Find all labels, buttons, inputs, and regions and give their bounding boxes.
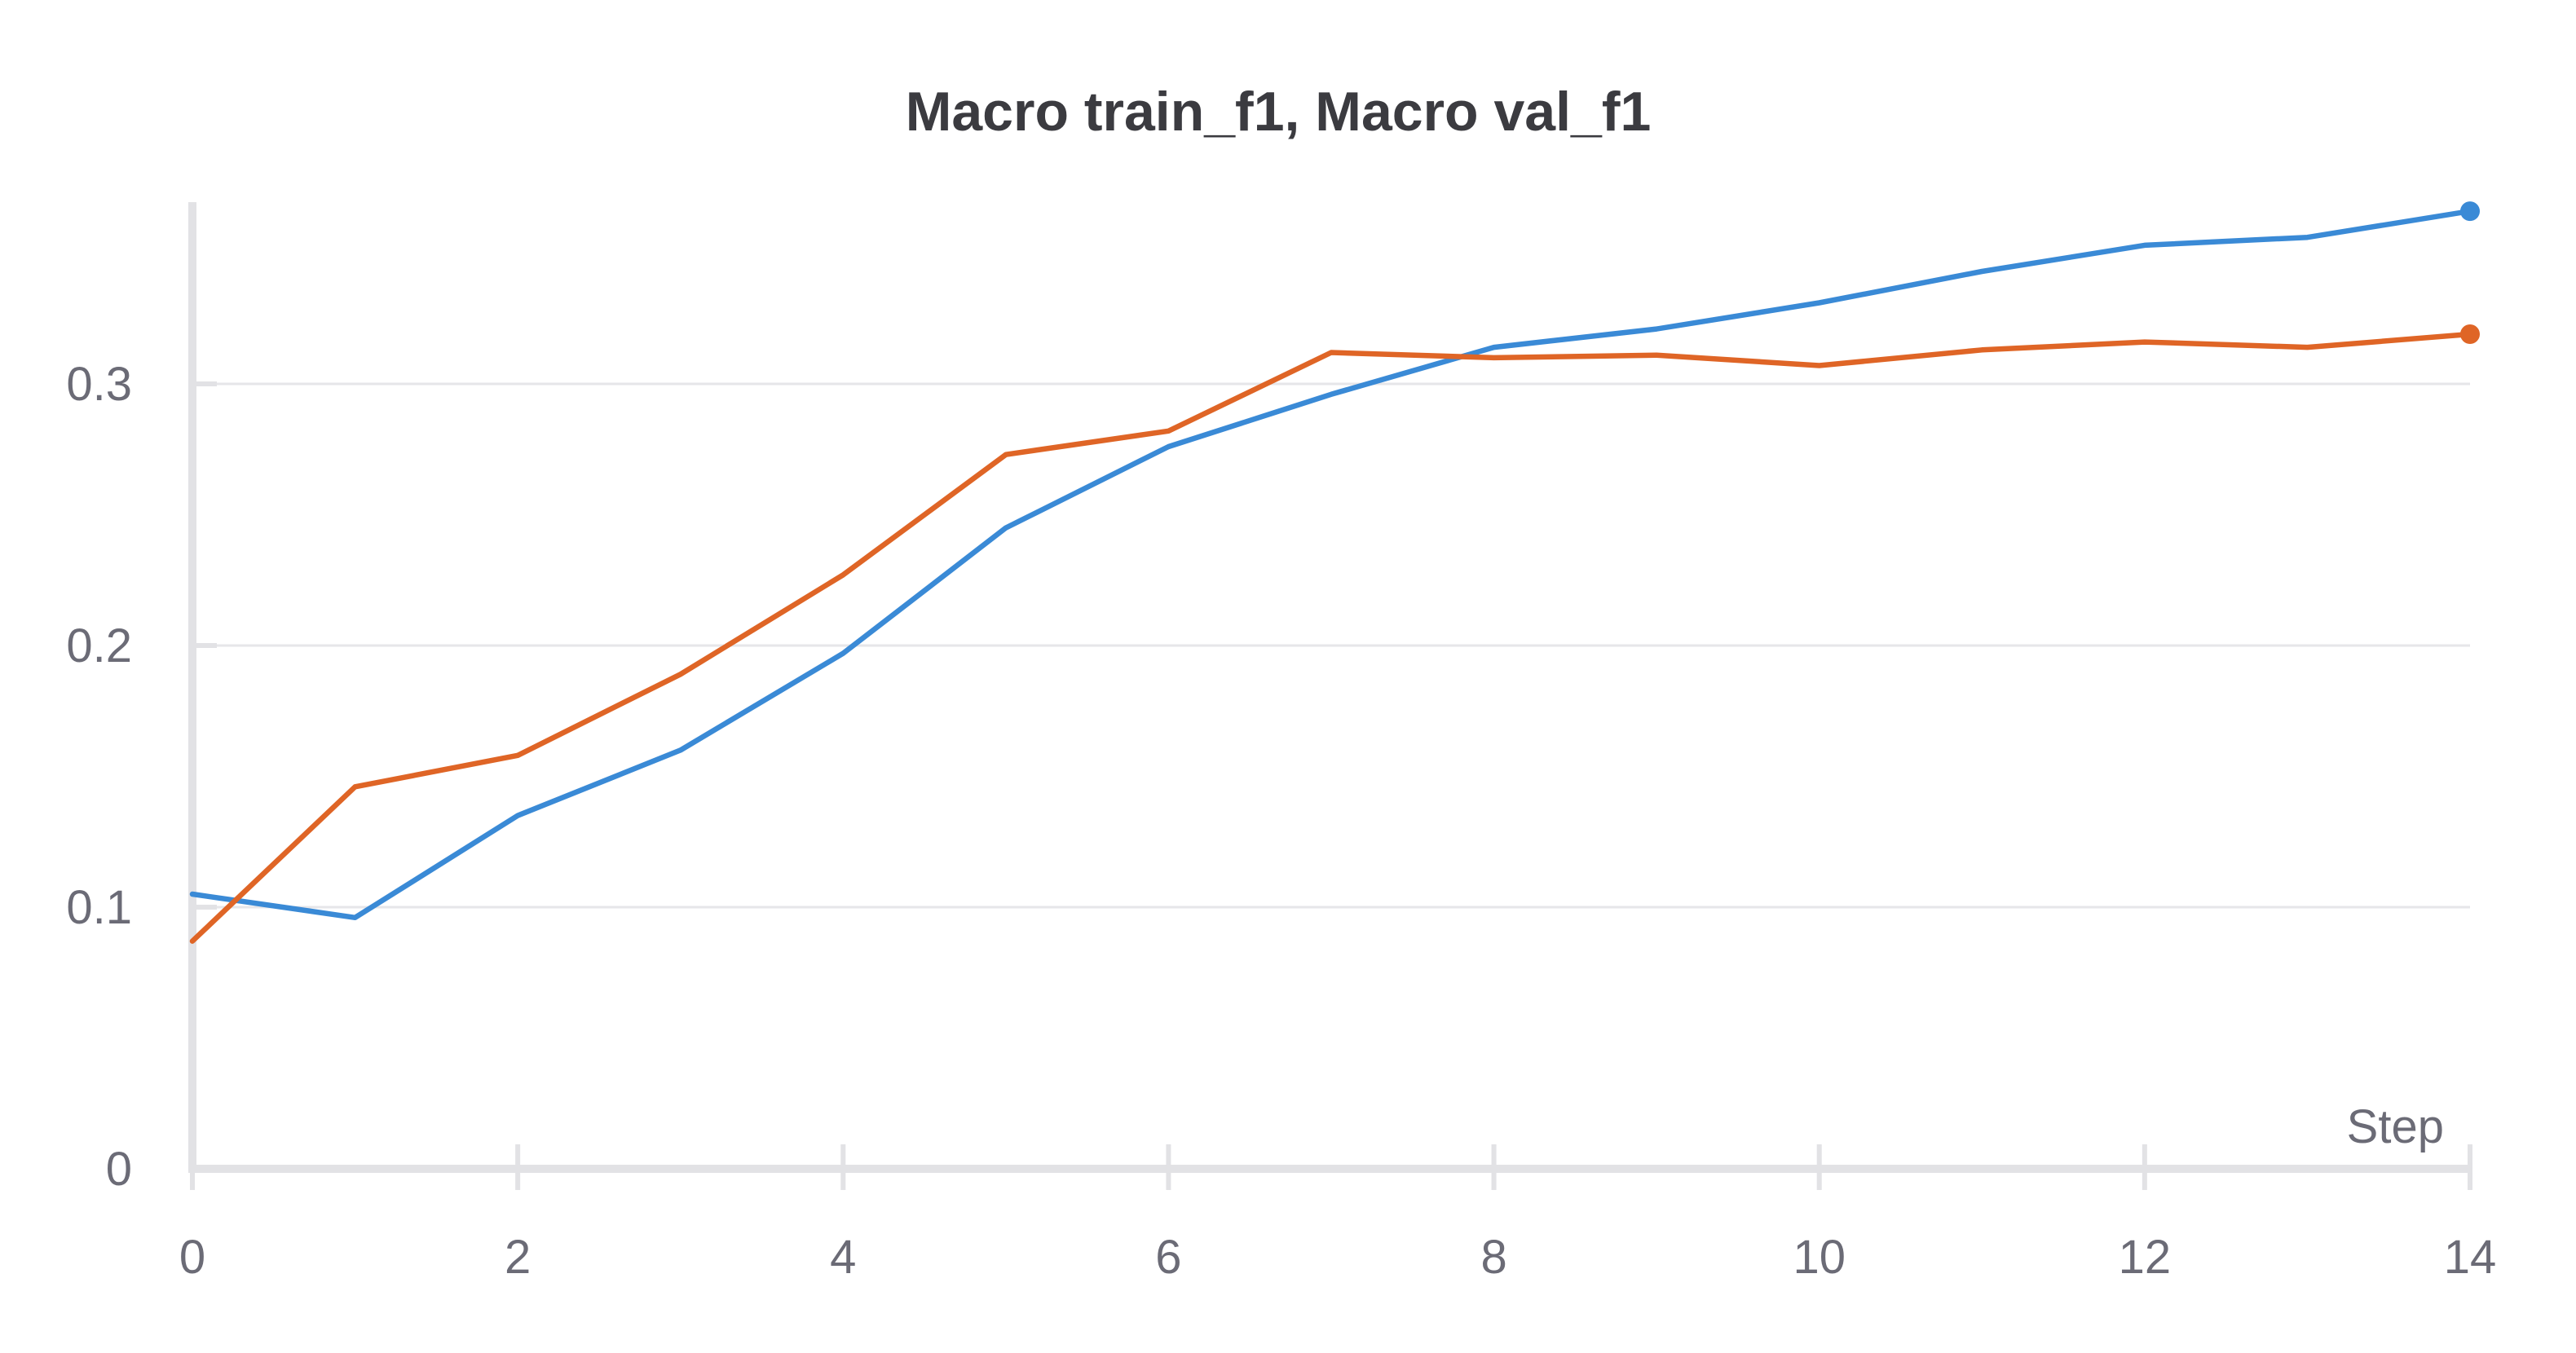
x-tick-label: 8 [1480,1231,1506,1284]
tick-labels: 0 0.1 0.2 0.3 0 2 4 6 8 10 12 14 [66,358,2496,1284]
gridlines [192,382,2470,909]
x-axis-title: Step [2347,1100,2444,1153]
series-end-point [2460,324,2480,345]
x-tick-label: 14 [2444,1231,2497,1284]
x-tick-label: 6 [1155,1231,1181,1284]
x-tick-label: 12 [2119,1231,2172,1284]
y-tick-label: 0.3 [66,358,132,411]
x-tick-label: 2 [505,1231,531,1284]
x-tick-label: 4 [830,1231,856,1284]
series-end-point [2460,201,2480,222]
axes [188,202,2470,1173]
y-tick-label: 0.2 [66,619,132,672]
x-tick-label: 10 [1793,1231,1846,1284]
series-lines [189,201,2480,944]
y-tick-label: 0.1 [66,881,132,934]
series-line-2 [189,331,2473,944]
x-tick-label: 0 [179,1231,205,1284]
series-line-1 [189,208,2473,921]
chart-title: Macro train_f1, Macro val_f1 [906,81,1652,143]
y-tick-label: 0 [106,1143,132,1196]
